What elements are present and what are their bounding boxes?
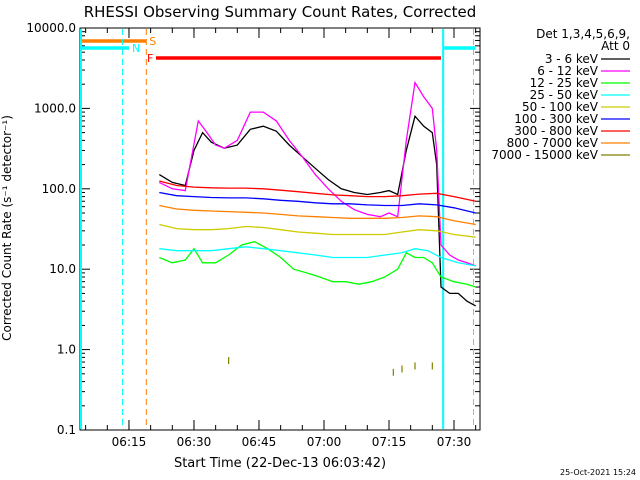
annotation-label: F xyxy=(147,52,153,65)
annotation-label: S xyxy=(149,35,156,48)
legend-entry: 800 - 7000 keV xyxy=(507,136,599,150)
series-line xyxy=(159,223,476,238)
annotation-bars: SNF xyxy=(81,35,476,65)
legend-entry: 7000 - 15000 keV xyxy=(491,148,598,162)
chart-title: RHESSI Observing Summary Count Rates, Co… xyxy=(84,3,477,21)
y-tick-label: 1000.0 xyxy=(34,101,76,115)
x-tick-label: 06:45 xyxy=(242,435,277,449)
timestamp: 25-Oct-2021 15:24 xyxy=(560,468,636,477)
legend-entry: 300 - 800 keV xyxy=(514,124,598,138)
legend-entry: 100 - 300 keV xyxy=(514,112,598,126)
series-line xyxy=(159,180,476,202)
series-line xyxy=(159,191,476,214)
axis-ticks xyxy=(80,27,480,431)
x-tick-label: 06:30 xyxy=(177,435,212,449)
series-line xyxy=(159,246,476,267)
legend-entry: 50 - 100 keV xyxy=(522,100,599,114)
y-tick-label: 0.1 xyxy=(57,423,76,437)
y-tick-label: 10000.0 xyxy=(26,21,76,35)
x-tick-label: 06:15 xyxy=(112,435,147,449)
series-line xyxy=(159,80,476,267)
legend-entry: 3 - 6 keV xyxy=(545,52,599,66)
x-tick-label: 07:00 xyxy=(307,435,342,449)
legend-entry: 25 - 50 keV xyxy=(530,88,599,102)
y-tick-labels: 0.1 1.0 10.0 100.0 1000.0 10000.0 xyxy=(26,21,76,437)
y-tick-label: 1.0 xyxy=(57,343,76,357)
legend-header: Att 0 xyxy=(601,39,630,53)
x-axis-label: Start Time (22-Dec-13 06:03:42) xyxy=(174,456,386,471)
legend-entry: 12 - 25 keV xyxy=(530,76,599,90)
x-tick-label: 07:15 xyxy=(372,435,407,449)
legend-entry: 6 - 12 keV xyxy=(537,64,599,78)
annotation-label: N xyxy=(132,42,140,55)
y-axis-label: Corrected Count Rate (s⁻¹ detector⁻¹) xyxy=(0,115,14,341)
x-tick-labels: 06:15 06:30 06:45 07:00 07:15 07:30 xyxy=(112,435,472,449)
series-line xyxy=(159,241,476,288)
series-lines xyxy=(158,80,477,376)
y-tick-label: 100.0 xyxy=(42,182,76,196)
legend-header: Det 1,3,4,5,6,9, xyxy=(536,27,630,41)
y-tick-label: 10.0 xyxy=(49,262,76,276)
series-line xyxy=(159,204,476,226)
x-tick-label: 07:30 xyxy=(437,435,472,449)
vertical-markers xyxy=(80,29,474,429)
